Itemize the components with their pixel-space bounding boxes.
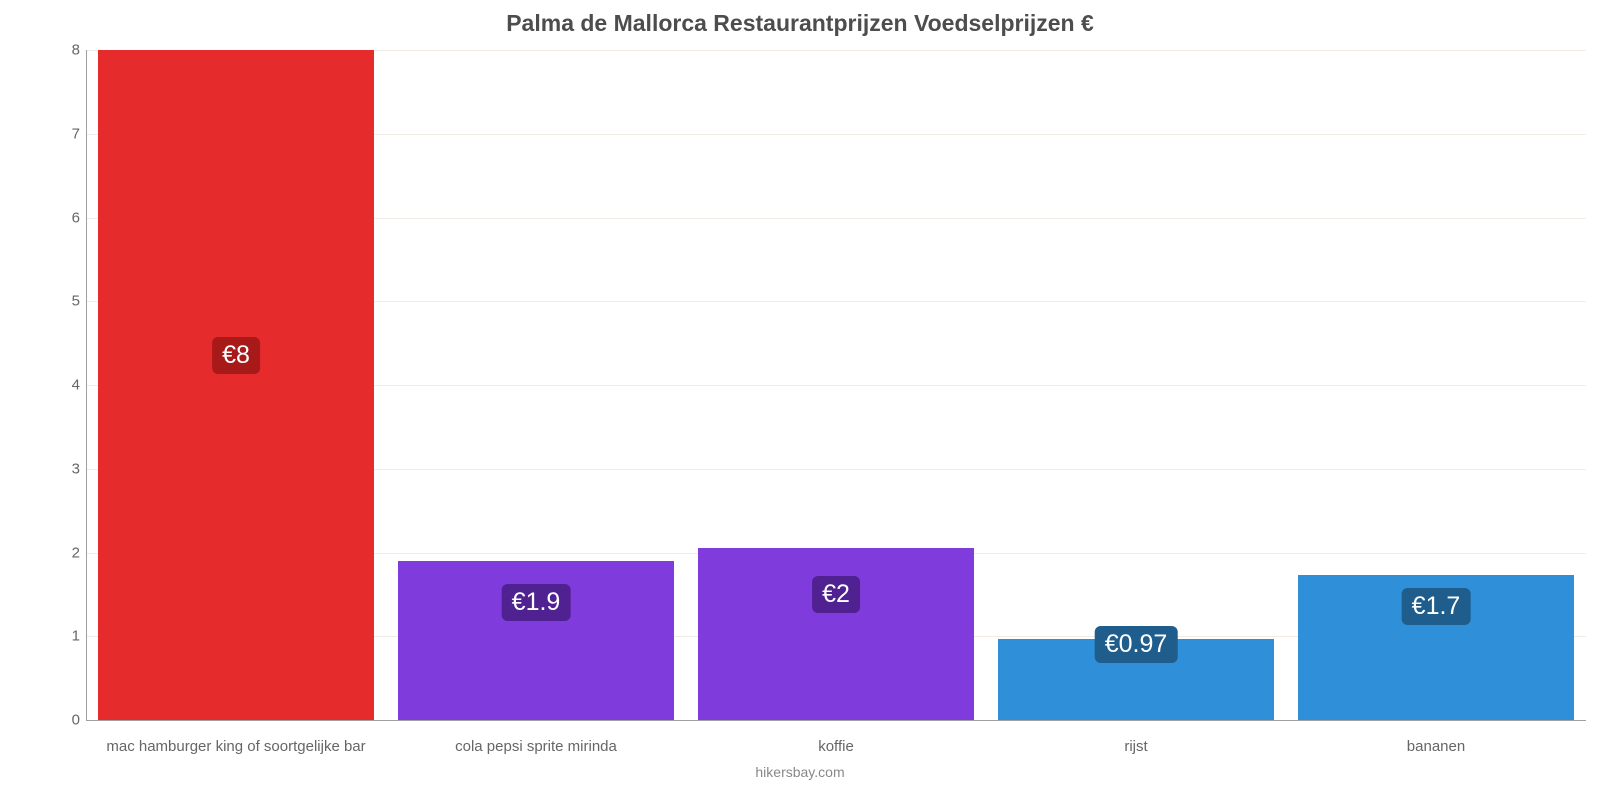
- bar-value-badge: €1.9: [502, 584, 571, 621]
- x-tick-label: rijst: [1124, 738, 1147, 755]
- x-tick-label: bananen: [1407, 738, 1465, 755]
- y-tick-label: 6: [50, 209, 80, 226]
- chart-title: Palma de Mallorca Restaurantprijzen Voed…: [0, 10, 1600, 37]
- y-tick-label: 4: [50, 377, 80, 394]
- y-tick-label: 1: [50, 628, 80, 645]
- bar-value-badge: €1.7: [1402, 588, 1471, 625]
- y-axis-line: [86, 50, 87, 720]
- y-tick-label: 3: [50, 460, 80, 477]
- y-tick-label: 5: [50, 293, 80, 310]
- y-tick-label: 2: [50, 544, 80, 561]
- x-tick-label: mac hamburger king of soortgelijke bar: [106, 738, 365, 755]
- x-tick-label: koffie: [818, 738, 854, 755]
- bar-value-badge: €8: [212, 337, 260, 374]
- chart-container: Palma de Mallorca Restaurantprijzen Voed…: [0, 0, 1600, 800]
- y-tick-label: 8: [50, 42, 80, 59]
- x-tick-label: cola pepsi sprite mirinda: [455, 738, 617, 755]
- y-tick-label: 7: [50, 125, 80, 142]
- chart-credit: hikersbay.com: [0, 764, 1600, 780]
- bar: [98, 50, 374, 720]
- x-axis-line: [86, 720, 1586, 721]
- y-tick-label: 0: [50, 712, 80, 729]
- bar-value-badge: €2: [812, 576, 860, 613]
- bar: [698, 548, 974, 720]
- plot-area: 012345678€8mac hamburger king of soortge…: [86, 50, 1586, 720]
- bar-value-badge: €0.97: [1095, 626, 1178, 663]
